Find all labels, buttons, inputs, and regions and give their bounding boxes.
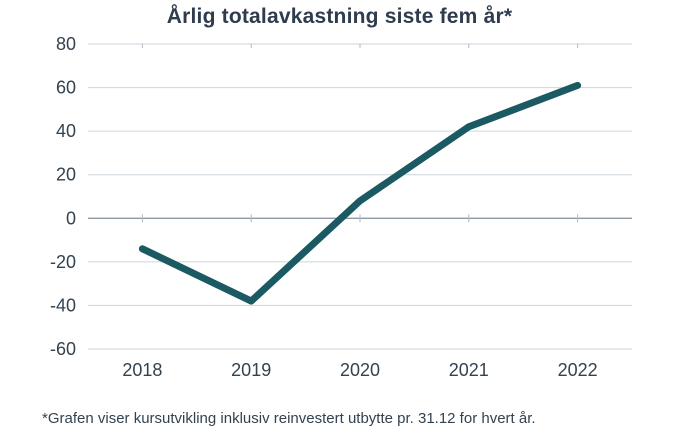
x-axis-tick-label: 2019 — [231, 360, 271, 380]
y-axis-tick-label: 0 — [66, 208, 76, 228]
x-axis-tick-label: 2018 — [122, 360, 162, 380]
y-axis-tick-label: 40 — [56, 121, 76, 141]
annual-return-line-chart: -60 -40 -20 0 20 40 60 80 2018 2019 2020 2021 2022 — [50, 34, 632, 380]
y-axis-tick-label: 80 — [56, 34, 76, 54]
y-axis-tick-label: 20 — [56, 165, 76, 185]
x-axis-tick-label: 2022 — [558, 360, 598, 380]
y-axis-tick-label: -20 — [50, 252, 76, 272]
x-axis-tick-label: 2021 — [449, 360, 489, 380]
y-axis-tick-label: -60 — [50, 339, 76, 359]
y-axis-tick-label: 60 — [56, 78, 76, 98]
x-axis-tick-label: 2020 — [340, 360, 380, 380]
chart-footnote: *Grafen viser kursutvikling inklusiv rei… — [42, 410, 536, 427]
chart-title: Årlig totalavkastning siste fem år* — [166, 5, 513, 28]
y-axis-tick-label: -40 — [50, 295, 76, 315]
total-return-series-line — [138, 81, 582, 305]
